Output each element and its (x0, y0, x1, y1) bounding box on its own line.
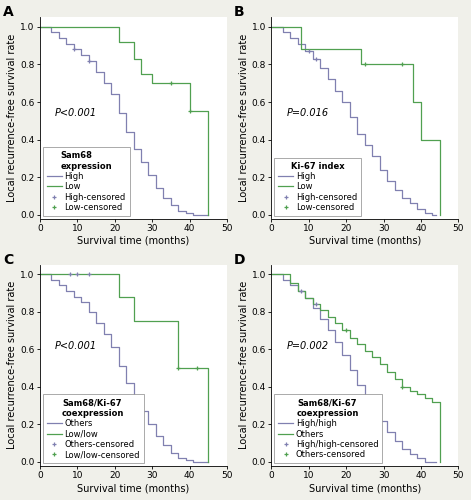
Text: P=0.002: P=0.002 (286, 341, 329, 351)
Text: P=0.016: P=0.016 (286, 108, 329, 118)
Legend: High, Low, High-censored, Low-censored: High, Low, High-censored, Low-censored (274, 158, 361, 216)
X-axis label: Survival time (months): Survival time (months) (309, 236, 421, 246)
Legend: High/high, Others, High/high-censored, Others-censored: High/high, Others, High/high-censored, O… (274, 394, 382, 463)
Text: P<0.001: P<0.001 (55, 341, 97, 351)
Y-axis label: Local recurrence-free survival rate: Local recurrence-free survival rate (239, 281, 249, 450)
Text: D: D (234, 252, 245, 266)
Text: C: C (3, 252, 13, 266)
Text: A: A (3, 6, 14, 20)
X-axis label: Survival time (months): Survival time (months) (77, 483, 190, 493)
X-axis label: Survival time (months): Survival time (months) (77, 236, 190, 246)
Legend: High, Low, High-censored, Low-censored: High, Low, High-censored, Low-censored (43, 148, 130, 216)
Y-axis label: Local recurrence-free survival rate: Local recurrence-free survival rate (239, 34, 249, 202)
X-axis label: Survival time (months): Survival time (months) (309, 483, 421, 493)
Text: P<0.001: P<0.001 (55, 108, 97, 118)
Y-axis label: Local recurrence-free survival rate: Local recurrence-free survival rate (8, 34, 17, 202)
Text: B: B (234, 6, 245, 20)
Y-axis label: Local recurrence-free survival rate: Local recurrence-free survival rate (8, 281, 17, 450)
Legend: Others, Low/low, Others-censored, Low/low-censored: Others, Low/low, Others-censored, Low/lo… (43, 394, 144, 463)
